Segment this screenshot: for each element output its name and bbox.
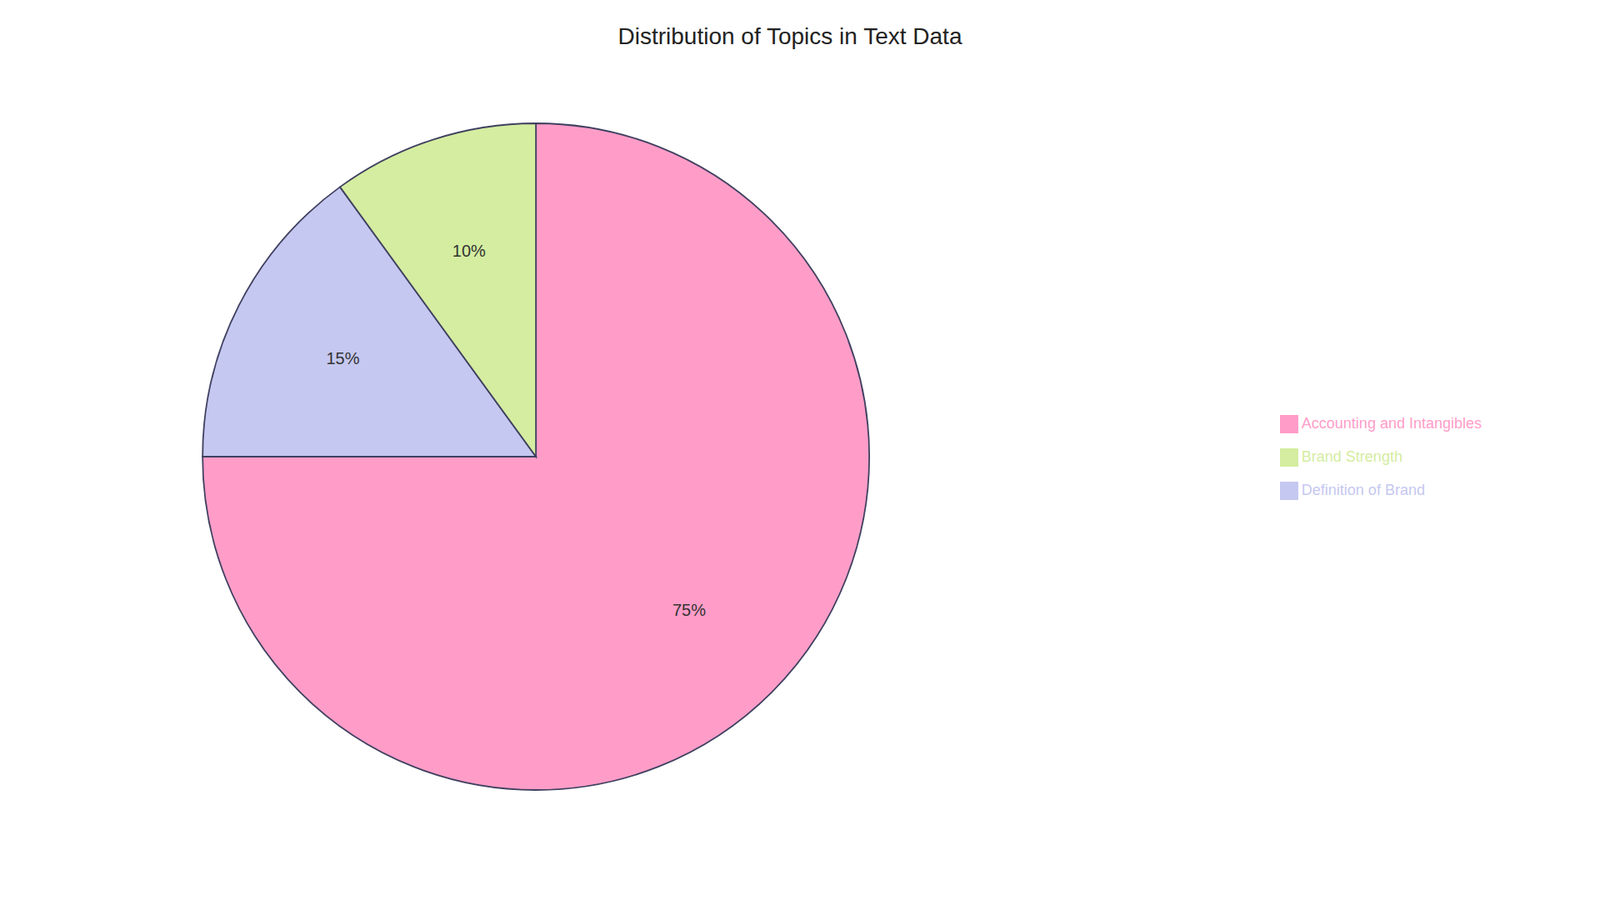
html-text:Distribution of Topics in Text: Distribution of Topics in Text Data — [617, 23, 963, 50]
svg-text:15%: 15% — [325, 349, 360, 368]
svg-text:75%: 75% — [672, 600, 706, 620]
html-text:Accounting and Intangibles: Accounting and Intangibles — [1301, 415, 1482, 432]
svg-text:10%: 10% — [452, 241, 486, 260]
html-text:Brand Strength: Brand Strength — [1301, 448, 1403, 465]
html-text:Definition of Brand: Definition of Brand — [1301, 481, 1425, 499]
